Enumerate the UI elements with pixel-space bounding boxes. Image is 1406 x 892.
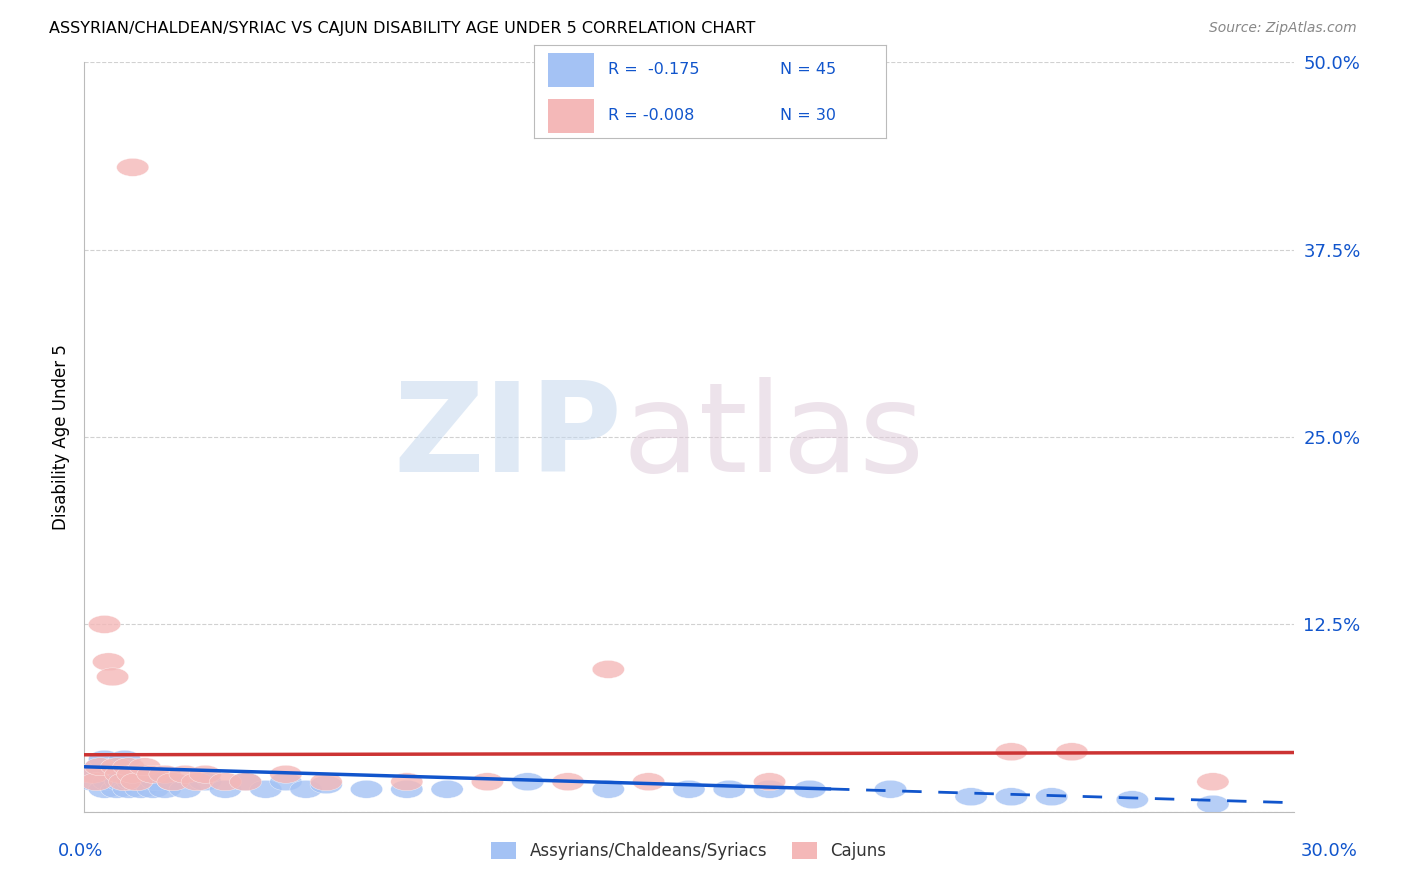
Y-axis label: Disability Age Under 5: Disability Age Under 5: [52, 344, 70, 530]
Ellipse shape: [169, 780, 201, 798]
Ellipse shape: [229, 772, 262, 790]
Ellipse shape: [117, 159, 149, 177]
Ellipse shape: [104, 765, 136, 783]
Text: N = 30: N = 30: [780, 108, 837, 123]
Ellipse shape: [471, 772, 503, 790]
Ellipse shape: [1036, 788, 1067, 805]
Ellipse shape: [229, 772, 262, 790]
Ellipse shape: [1197, 796, 1229, 814]
Text: 30.0%: 30.0%: [1301, 842, 1357, 860]
Ellipse shape: [391, 780, 423, 798]
Text: atlas: atlas: [623, 376, 925, 498]
Ellipse shape: [108, 750, 141, 768]
Ellipse shape: [190, 765, 221, 783]
Ellipse shape: [89, 750, 121, 768]
Ellipse shape: [149, 780, 181, 798]
Ellipse shape: [84, 758, 117, 776]
Ellipse shape: [80, 765, 112, 783]
Ellipse shape: [129, 772, 160, 790]
Ellipse shape: [100, 758, 132, 776]
Ellipse shape: [633, 772, 665, 790]
Ellipse shape: [93, 653, 125, 671]
Ellipse shape: [512, 772, 544, 790]
Ellipse shape: [136, 765, 169, 783]
Ellipse shape: [149, 765, 181, 783]
Ellipse shape: [1116, 790, 1149, 809]
Ellipse shape: [169, 765, 201, 783]
Text: Source: ZipAtlas.com: Source: ZipAtlas.com: [1209, 21, 1357, 35]
Text: R = -0.008: R = -0.008: [609, 108, 695, 123]
Ellipse shape: [181, 772, 214, 790]
Ellipse shape: [875, 780, 907, 798]
Ellipse shape: [108, 765, 141, 783]
Ellipse shape: [270, 765, 302, 783]
Ellipse shape: [1197, 772, 1229, 790]
Ellipse shape: [209, 780, 242, 798]
Ellipse shape: [250, 780, 281, 798]
Ellipse shape: [97, 668, 129, 686]
Ellipse shape: [93, 772, 125, 790]
Ellipse shape: [673, 780, 704, 798]
Ellipse shape: [125, 780, 157, 798]
Ellipse shape: [311, 772, 342, 790]
Ellipse shape: [995, 788, 1028, 805]
Ellipse shape: [391, 772, 423, 790]
Text: R =  -0.175: R = -0.175: [609, 62, 700, 78]
Text: ZIP: ZIP: [394, 376, 623, 498]
Ellipse shape: [112, 780, 145, 798]
Ellipse shape: [592, 660, 624, 678]
Ellipse shape: [1056, 743, 1088, 761]
Ellipse shape: [117, 772, 149, 790]
Ellipse shape: [80, 772, 112, 790]
Legend: Assyrians/Chaldeans/Syriacs, Cajuns: Assyrians/Chaldeans/Syriacs, Cajuns: [485, 836, 893, 867]
Ellipse shape: [270, 772, 302, 790]
Ellipse shape: [350, 780, 382, 798]
Ellipse shape: [190, 772, 221, 790]
Ellipse shape: [76, 765, 108, 783]
Ellipse shape: [794, 780, 825, 798]
Ellipse shape: [121, 765, 153, 783]
Ellipse shape: [432, 780, 463, 798]
Ellipse shape: [553, 772, 583, 790]
Ellipse shape: [117, 765, 149, 783]
Ellipse shape: [136, 780, 169, 798]
Ellipse shape: [132, 765, 165, 783]
Ellipse shape: [129, 758, 160, 776]
Ellipse shape: [311, 776, 342, 794]
Text: 0.0%: 0.0%: [58, 842, 103, 860]
Ellipse shape: [100, 758, 132, 776]
Ellipse shape: [592, 780, 624, 798]
Ellipse shape: [84, 758, 117, 776]
Ellipse shape: [157, 772, 190, 790]
Ellipse shape: [100, 780, 132, 798]
Ellipse shape: [141, 772, 173, 790]
Ellipse shape: [157, 772, 190, 790]
Ellipse shape: [713, 780, 745, 798]
Text: ASSYRIAN/CHALDEAN/SYRIAC VS CAJUN DISABILITY AGE UNDER 5 CORRELATION CHART: ASSYRIAN/CHALDEAN/SYRIAC VS CAJUN DISABI…: [49, 21, 755, 36]
Ellipse shape: [121, 772, 153, 790]
Ellipse shape: [104, 772, 136, 790]
Ellipse shape: [76, 772, 108, 790]
Ellipse shape: [209, 772, 242, 790]
Ellipse shape: [754, 772, 786, 790]
Bar: [548, 53, 593, 87]
Text: N = 45: N = 45: [780, 62, 837, 78]
Bar: [548, 99, 593, 133]
Ellipse shape: [290, 780, 322, 798]
Ellipse shape: [89, 780, 121, 798]
Ellipse shape: [955, 788, 987, 805]
Ellipse shape: [754, 780, 786, 798]
Ellipse shape: [89, 615, 121, 633]
Ellipse shape: [112, 758, 145, 776]
Ellipse shape: [108, 772, 141, 790]
Ellipse shape: [97, 765, 129, 783]
Ellipse shape: [995, 743, 1028, 761]
